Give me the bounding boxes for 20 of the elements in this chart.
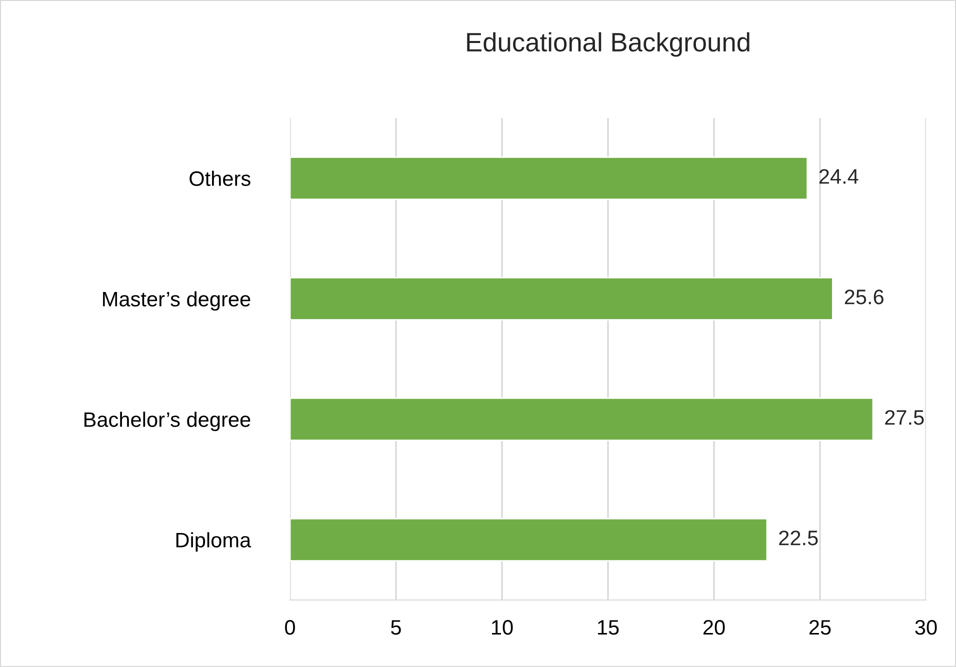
data-label: 25.6 bbox=[844, 290, 884, 304]
x-tick-label: 0 bbox=[285, 620, 295, 635]
x-tick-label: 20 bbox=[703, 620, 725, 635]
bar bbox=[290, 276, 834, 321]
y-tick-label: Diploma bbox=[176, 532, 252, 552]
x-tick-label: 30 bbox=[915, 620, 937, 635]
bar bbox=[290, 397, 874, 442]
x-tick-label: 10 bbox=[492, 620, 513, 635]
data-label: 27.5 bbox=[885, 410, 924, 425]
y-tick-label: Others bbox=[190, 170, 250, 186]
bar bbox=[290, 156, 808, 200]
x-tick-label: 15 bbox=[598, 620, 619, 635]
data-label: 24.4 bbox=[819, 169, 858, 184]
data-label: 22.5 bbox=[779, 530, 818, 546]
x-tick-label: 25 bbox=[809, 620, 831, 635]
x-tick-label: 5 bbox=[391, 620, 401, 635]
chart-title: Educational Background bbox=[467, 32, 750, 57]
bar bbox=[290, 518, 768, 562]
y-tick-label: Master’s degree bbox=[103, 291, 250, 311]
y-tick-label: Bachelor’s degree bbox=[84, 412, 250, 432]
